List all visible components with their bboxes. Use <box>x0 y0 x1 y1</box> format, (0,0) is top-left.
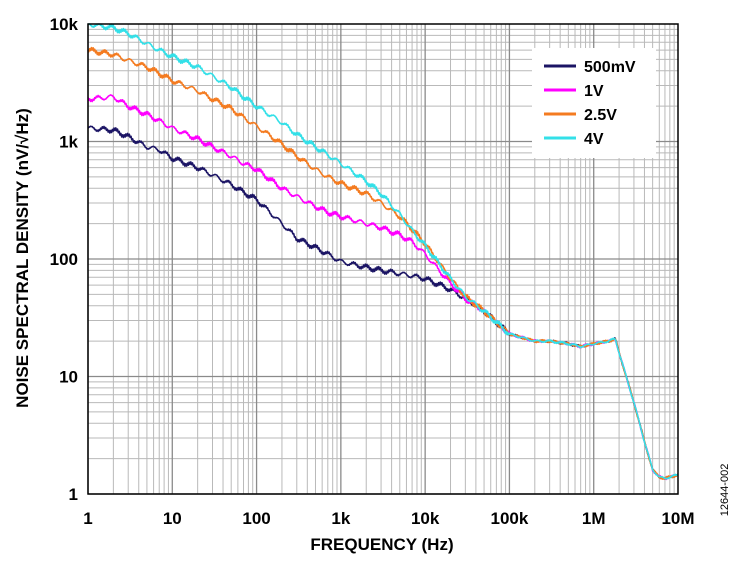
y-tick-label: 10k <box>50 15 79 34</box>
y-tick-label: 1 <box>69 485 78 504</box>
x-tick-label: 100k <box>491 509 529 528</box>
x-tick-label: 100 <box>242 509 270 528</box>
x-tick-label: 10 <box>163 509 182 528</box>
x-tick-labels: 1 10 100 1k 10k 100k 1M 10M <box>83 509 694 528</box>
x-tick-label: 1 <box>83 509 92 528</box>
figure-code: 12644-002 <box>719 464 731 517</box>
y-tick-label: 100 <box>50 250 78 269</box>
series-line-2.5V <box>87 46 679 481</box>
y-tick-label: 1k <box>59 133 78 152</box>
legend-label: 1V <box>584 83 604 100</box>
legend-label: 500mV <box>584 59 636 76</box>
series-layer <box>87 23 679 481</box>
legend: 500mV 1V 2.5V 4V <box>532 48 656 158</box>
legend-label: 4V <box>584 131 604 148</box>
y-axis-title: NOISE SPECTRAL DENSITY (nV/√Hz) <box>13 108 32 408</box>
x-tick-label: 10M <box>661 509 694 528</box>
plot-frame <box>87 23 679 495</box>
y-tick-label: 10 <box>59 368 78 387</box>
x-tick-label: 1k <box>331 509 350 528</box>
series-line-4V <box>88 23 679 480</box>
y-tick-labels: 1 10 100 1k 10k <box>50 15 79 504</box>
x-tick-label: 1M <box>582 509 606 528</box>
x-tick-label: 10k <box>411 509 440 528</box>
x-axis-title: FREQUENCY (Hz) <box>310 535 453 554</box>
legend-label: 2.5V <box>584 107 617 124</box>
